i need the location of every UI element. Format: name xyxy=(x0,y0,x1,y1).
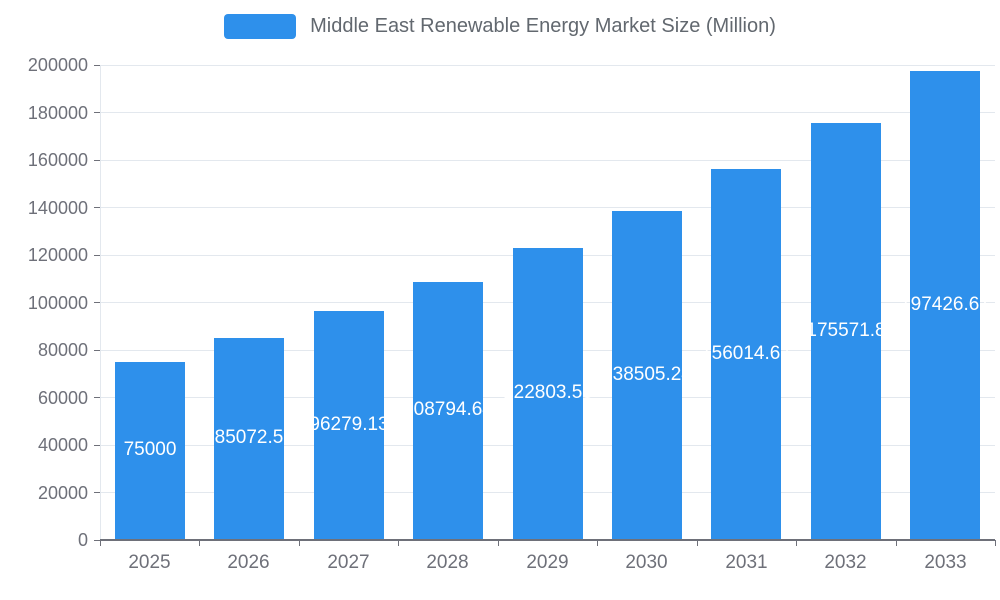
bar[interactable] xyxy=(513,248,583,540)
y-axis-tick xyxy=(94,112,100,113)
y-axis-tick xyxy=(94,349,100,351)
x-axis-label: 2027 xyxy=(327,552,370,573)
x-axis-label: 2030 xyxy=(625,552,668,573)
x-axis-label: 2029 xyxy=(526,552,569,573)
x-axis-label: 2033 xyxy=(924,552,967,573)
bar[interactable] xyxy=(314,311,384,540)
bar[interactable] xyxy=(811,123,881,540)
y-axis-tick xyxy=(94,539,100,541)
y-axis-label: 60000 xyxy=(37,387,88,408)
x-axis-label: 2031 xyxy=(725,552,768,573)
y-axis-tick xyxy=(94,302,100,303)
bar[interactable] xyxy=(413,282,483,540)
y-axis-tick xyxy=(94,254,100,256)
bar-label: 108794.64 xyxy=(403,399,493,420)
y-axis-label: 200000 xyxy=(27,55,88,75)
y-axis-label: 140000 xyxy=(27,197,88,218)
x-axis-label: 2025 xyxy=(128,552,171,573)
y-axis-tick xyxy=(94,64,100,66)
y-axis-tick xyxy=(94,159,100,161)
bar-label: 85072.5 xyxy=(214,427,284,448)
y-axis-label: 0 xyxy=(77,530,88,550)
gridline xyxy=(100,112,995,113)
bar[interactable] xyxy=(910,71,980,540)
gridline xyxy=(100,207,995,208)
bar[interactable] xyxy=(711,169,781,540)
x-axis-tick xyxy=(895,540,897,546)
y-axis-label: 80000 xyxy=(37,340,88,360)
x-axis-label: 2032 xyxy=(824,552,867,573)
gridline xyxy=(100,159,995,161)
bar-label: 197426.61 xyxy=(900,294,990,315)
y-axis-label: 40000 xyxy=(37,435,88,455)
legend-label: Middle East Renewable Energy Market Size… xyxy=(310,15,776,37)
legend-swatch[interactable] xyxy=(224,14,297,39)
bar[interactable] xyxy=(115,362,185,540)
x-axis-label: 2026 xyxy=(227,552,270,573)
x-axis-tick xyxy=(298,540,300,546)
bar-label: 122803.55 xyxy=(503,382,593,403)
x-axis-tick xyxy=(696,540,698,546)
x-axis-tick xyxy=(397,540,399,546)
x-axis-tick xyxy=(795,540,797,546)
bar-label: 96279.13 xyxy=(309,414,389,435)
gridline xyxy=(100,64,995,66)
y-axis-label: 120000 xyxy=(27,245,88,265)
bar-label: 138505.24 xyxy=(602,364,692,385)
x-axis-tick xyxy=(497,540,499,546)
bar[interactable] xyxy=(612,211,682,540)
y-axis-label: 160000 xyxy=(27,150,88,170)
y-axis-tick xyxy=(94,397,100,398)
x-axis-tick xyxy=(994,540,996,546)
x-axis-label: 2028 xyxy=(426,552,469,573)
y-axis-tick xyxy=(94,444,100,446)
bar[interactable] xyxy=(214,338,284,540)
bar-label: 156014.67 xyxy=(701,343,791,364)
y-axis-label: 100000 xyxy=(27,292,88,313)
x-axis-tick xyxy=(596,540,598,546)
y-axis-tick xyxy=(94,207,100,208)
y-axis-tick xyxy=(94,492,100,493)
x-axis-line xyxy=(100,539,995,541)
bar-label: 75000 xyxy=(123,439,177,460)
x-axis-tick xyxy=(99,540,101,546)
legend[interactable]: Middle East Renewable Energy Market Size… xyxy=(0,14,1000,39)
y-axis-label: 180000 xyxy=(27,102,88,123)
bar-label: 175571.8 xyxy=(806,320,886,341)
y-axis-label: 20000 xyxy=(37,482,88,503)
x-axis-tick xyxy=(198,540,200,546)
